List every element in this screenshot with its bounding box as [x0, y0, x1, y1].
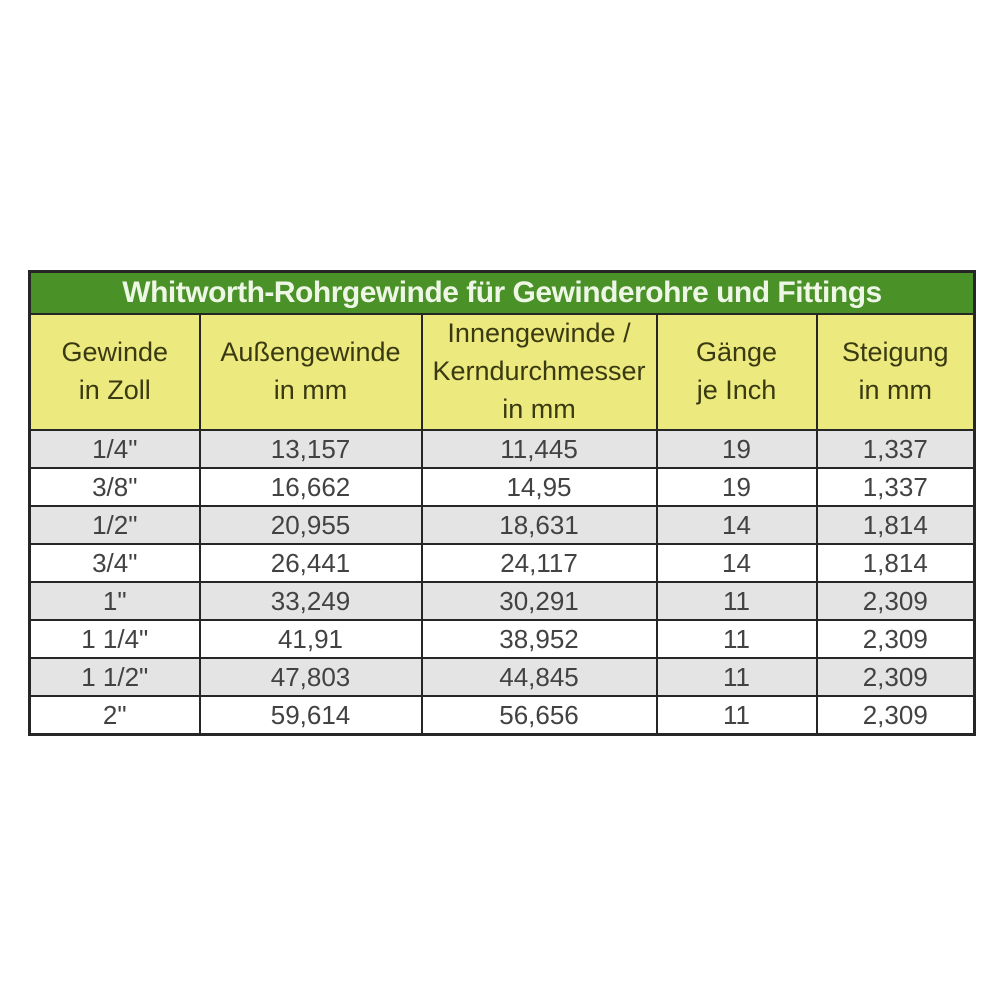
- column-header-innengewinde: Innengewinde / Kerndurchmesser in mm: [420, 313, 658, 431]
- cell-size: 3/4": [28, 543, 201, 583]
- cell-outer-diameter: 16,662: [198, 467, 423, 507]
- cell-threads-per-inch: 19: [655, 467, 818, 507]
- cell-threads-per-inch: 11: [655, 657, 818, 697]
- cell-pitch: 1,337: [815, 467, 976, 507]
- table-row: 3/4" 26,441 24,117 14 1,814: [28, 543, 976, 583]
- table-title-row: Whitworth-Rohrgewinde für Gewinderohre u…: [28, 270, 976, 315]
- cell-core-diameter: 18,631: [420, 505, 658, 545]
- cell-pitch: 2,309: [815, 657, 976, 697]
- column-header-row: Gewinde in Zoll Außengewinde in mm Innen…: [28, 313, 976, 431]
- cell-threads-per-inch: 11: [655, 619, 818, 659]
- cell-threads-per-inch: 19: [655, 429, 818, 469]
- cell-outer-diameter: 41,91: [198, 619, 423, 659]
- cell-pitch: 2,309: [815, 581, 976, 621]
- cell-size: 1 1/4": [28, 619, 201, 659]
- column-header-gewinde: Gewinde in Zoll: [28, 313, 201, 431]
- cell-pitch: 1,814: [815, 543, 976, 583]
- cell-outer-diameter: 13,157: [198, 429, 423, 469]
- cell-outer-diameter: 20,955: [198, 505, 423, 545]
- cell-outer-diameter: 26,441: [198, 543, 423, 583]
- cell-pitch: 1,337: [815, 429, 976, 469]
- column-header-aussengewinde: Außengewinde in mm: [198, 313, 423, 431]
- cell-pitch: 2,309: [815, 695, 976, 736]
- cell-size: 3/8": [28, 467, 201, 507]
- column-header-gaenge: Gänge je Inch: [655, 313, 818, 431]
- cell-pitch: 1,814: [815, 505, 976, 545]
- whitworth-thread-table: Whitworth-Rohrgewinde für Gewinderohre u…: [28, 270, 977, 736]
- cell-core-diameter: 30,291: [420, 581, 658, 621]
- cell-size: 1/4": [28, 429, 201, 469]
- cell-threads-per-inch: 14: [655, 543, 818, 583]
- cell-size: 1 1/2": [28, 657, 201, 697]
- table-row: 1 1/2" 47,803 44,845 11 2,309: [28, 657, 976, 697]
- cell-threads-per-inch: 14: [655, 505, 818, 545]
- cell-core-diameter: 14,95: [420, 467, 658, 507]
- table-row: 1 1/4" 41,91 38,952 11 2,309: [28, 619, 976, 659]
- cell-size: 1/2": [28, 505, 201, 545]
- cell-core-diameter: 56,656: [420, 695, 658, 736]
- column-header-steigung: Steigung in mm: [815, 313, 976, 431]
- table-row: 3/8" 16,662 14,95 19 1,337: [28, 467, 976, 507]
- cell-core-diameter: 11,445: [420, 429, 658, 469]
- cell-pitch: 2,309: [815, 619, 976, 659]
- cell-threads-per-inch: 11: [655, 581, 818, 621]
- cell-outer-diameter: 47,803: [198, 657, 423, 697]
- cell-size: 1": [28, 581, 201, 621]
- table-row: 1/4" 13,157 11,445 19 1,337: [28, 429, 976, 469]
- cell-core-diameter: 38,952: [420, 619, 658, 659]
- table-row: 1/2" 20,955 18,631 14 1,814: [28, 505, 976, 545]
- table-row: 1" 33,249 30,291 11 2,309: [28, 581, 976, 621]
- cell-outer-diameter: 59,614: [198, 695, 423, 736]
- cell-threads-per-inch: 11: [655, 695, 818, 736]
- cell-size: 2": [28, 695, 201, 736]
- cell-outer-diameter: 33,249: [198, 581, 423, 621]
- cell-core-diameter: 24,117: [420, 543, 658, 583]
- cell-core-diameter: 44,845: [420, 657, 658, 697]
- table-row: 2" 59,614 56,656 11 2,309: [28, 695, 976, 736]
- table-title: Whitworth-Rohrgewinde für Gewinderohre u…: [28, 270, 976, 315]
